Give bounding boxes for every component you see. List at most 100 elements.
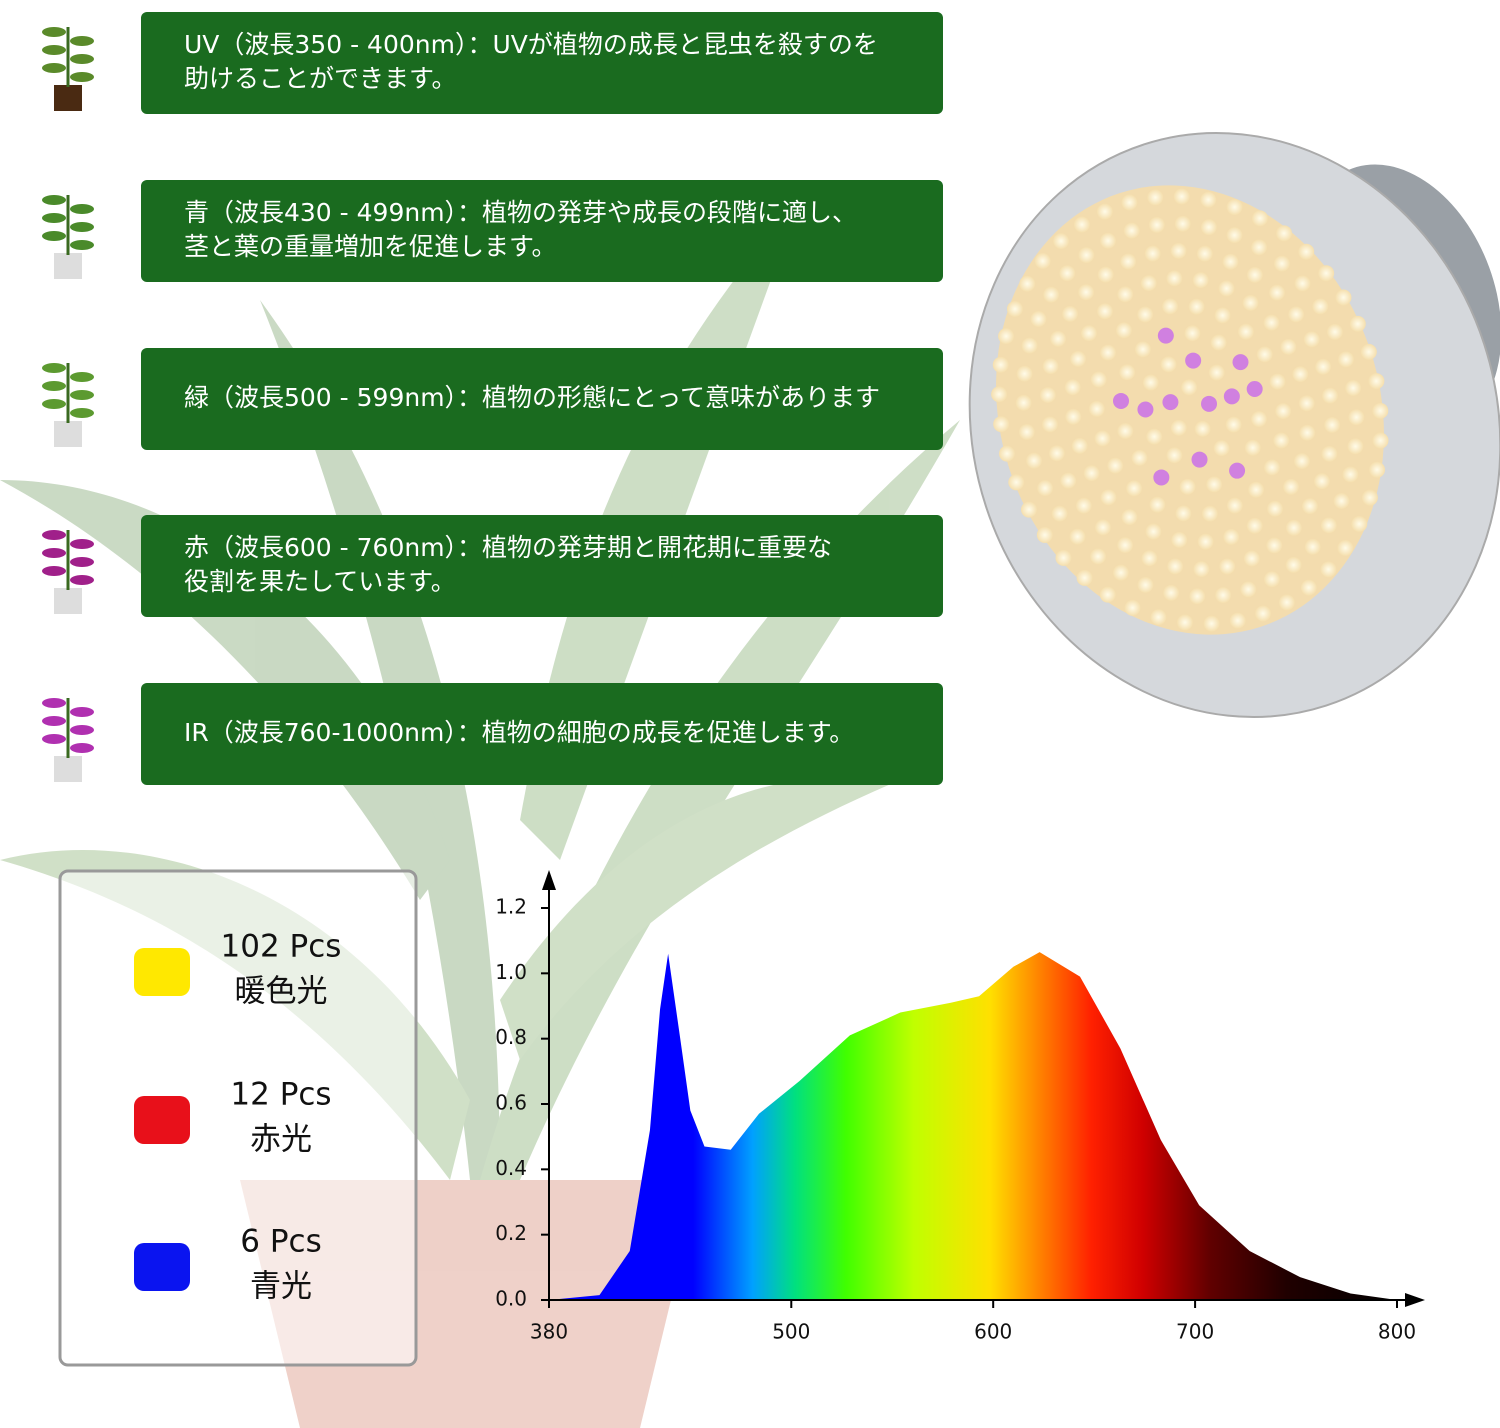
legend-swatch	[134, 1243, 190, 1291]
led	[1119, 364, 1136, 381]
led	[1167, 558, 1184, 575]
led	[1162, 394, 1179, 411]
led	[1041, 416, 1058, 433]
led	[1121, 194, 1138, 211]
led	[1300, 579, 1317, 596]
led	[1251, 239, 1268, 256]
led	[1185, 352, 1202, 369]
legend-swatch	[134, 948, 190, 996]
led	[1099, 344, 1116, 361]
led	[1351, 515, 1368, 532]
led	[1188, 298, 1205, 315]
legend-label: 赤光	[250, 1122, 312, 1158]
leaf	[70, 707, 94, 717]
led	[1337, 351, 1354, 368]
led	[1141, 550, 1158, 567]
led	[1126, 480, 1143, 497]
led	[1222, 253, 1239, 270]
feature-box	[141, 348, 943, 450]
led	[1226, 497, 1243, 514]
x-tick-label: 380	[530, 1320, 568, 1344]
led	[992, 356, 1009, 373]
leaf	[42, 399, 66, 409]
led	[1321, 445, 1338, 462]
pot	[54, 756, 82, 782]
led	[1315, 358, 1332, 375]
led	[1361, 489, 1378, 506]
led	[1322, 387, 1339, 404]
led	[1100, 232, 1117, 249]
leaf	[42, 195, 66, 205]
led	[993, 416, 1010, 433]
led	[1285, 519, 1302, 536]
led	[1208, 364, 1225, 381]
led	[1369, 461, 1386, 478]
led	[1134, 341, 1151, 358]
leaf	[70, 222, 94, 232]
led	[1285, 556, 1302, 573]
led	[1173, 188, 1190, 205]
led	[1303, 331, 1320, 348]
led	[1015, 394, 1032, 411]
pot	[54, 85, 82, 111]
y-tick-label: 0.4	[495, 1156, 527, 1180]
leaf	[70, 557, 94, 567]
led	[1069, 528, 1086, 545]
led	[1163, 584, 1180, 601]
led	[1226, 227, 1243, 244]
led	[1145, 523, 1162, 540]
led	[1036, 526, 1053, 543]
led	[1146, 428, 1163, 445]
led	[1345, 380, 1362, 397]
leaf	[70, 72, 94, 82]
spectrum-area	[549, 952, 1397, 1300]
led	[1073, 216, 1090, 233]
led	[1218, 280, 1235, 297]
led	[1278, 594, 1295, 611]
led	[1090, 548, 1107, 565]
led	[1090, 371, 1107, 388]
legend-count: 12 Pcs	[230, 1077, 331, 1113]
led	[1201, 505, 1218, 522]
feature-text: 茎と葉の重量増加を促進します。	[184, 232, 557, 261]
led	[1197, 533, 1214, 550]
led	[1096, 203, 1113, 220]
led	[1244, 439, 1261, 456]
led	[1194, 420, 1211, 437]
led	[1149, 496, 1166, 513]
leaf	[42, 63, 66, 73]
leaf	[42, 27, 66, 37]
led	[1273, 432, 1290, 449]
led	[1142, 374, 1159, 391]
led	[1269, 373, 1286, 390]
feature-text: IR（波長760-1000nm）：植物の細胞の成長を促進します。	[184, 718, 854, 747]
led	[1042, 358, 1059, 375]
led	[1229, 612, 1246, 629]
led	[1256, 346, 1273, 363]
led	[1147, 189, 1164, 206]
y-tick-label: 0.8	[495, 1025, 527, 1049]
x-tick-label: 500	[772, 1320, 810, 1344]
leaf	[70, 204, 94, 214]
led	[1107, 457, 1124, 474]
led	[991, 386, 1008, 403]
led	[1117, 423, 1134, 440]
led	[1242, 294, 1259, 311]
leaf	[70, 575, 94, 585]
led	[1215, 587, 1232, 604]
led	[1112, 564, 1129, 581]
led	[1246, 380, 1263, 397]
led	[1304, 538, 1321, 555]
led	[1276, 225, 1293, 242]
leaf	[42, 363, 66, 373]
led	[1050, 330, 1067, 347]
led	[1034, 252, 1051, 269]
led	[1144, 245, 1161, 262]
led	[1201, 395, 1218, 412]
led	[1348, 409, 1365, 426]
led	[1324, 416, 1341, 433]
led	[1237, 323, 1254, 340]
leaf	[42, 45, 66, 55]
